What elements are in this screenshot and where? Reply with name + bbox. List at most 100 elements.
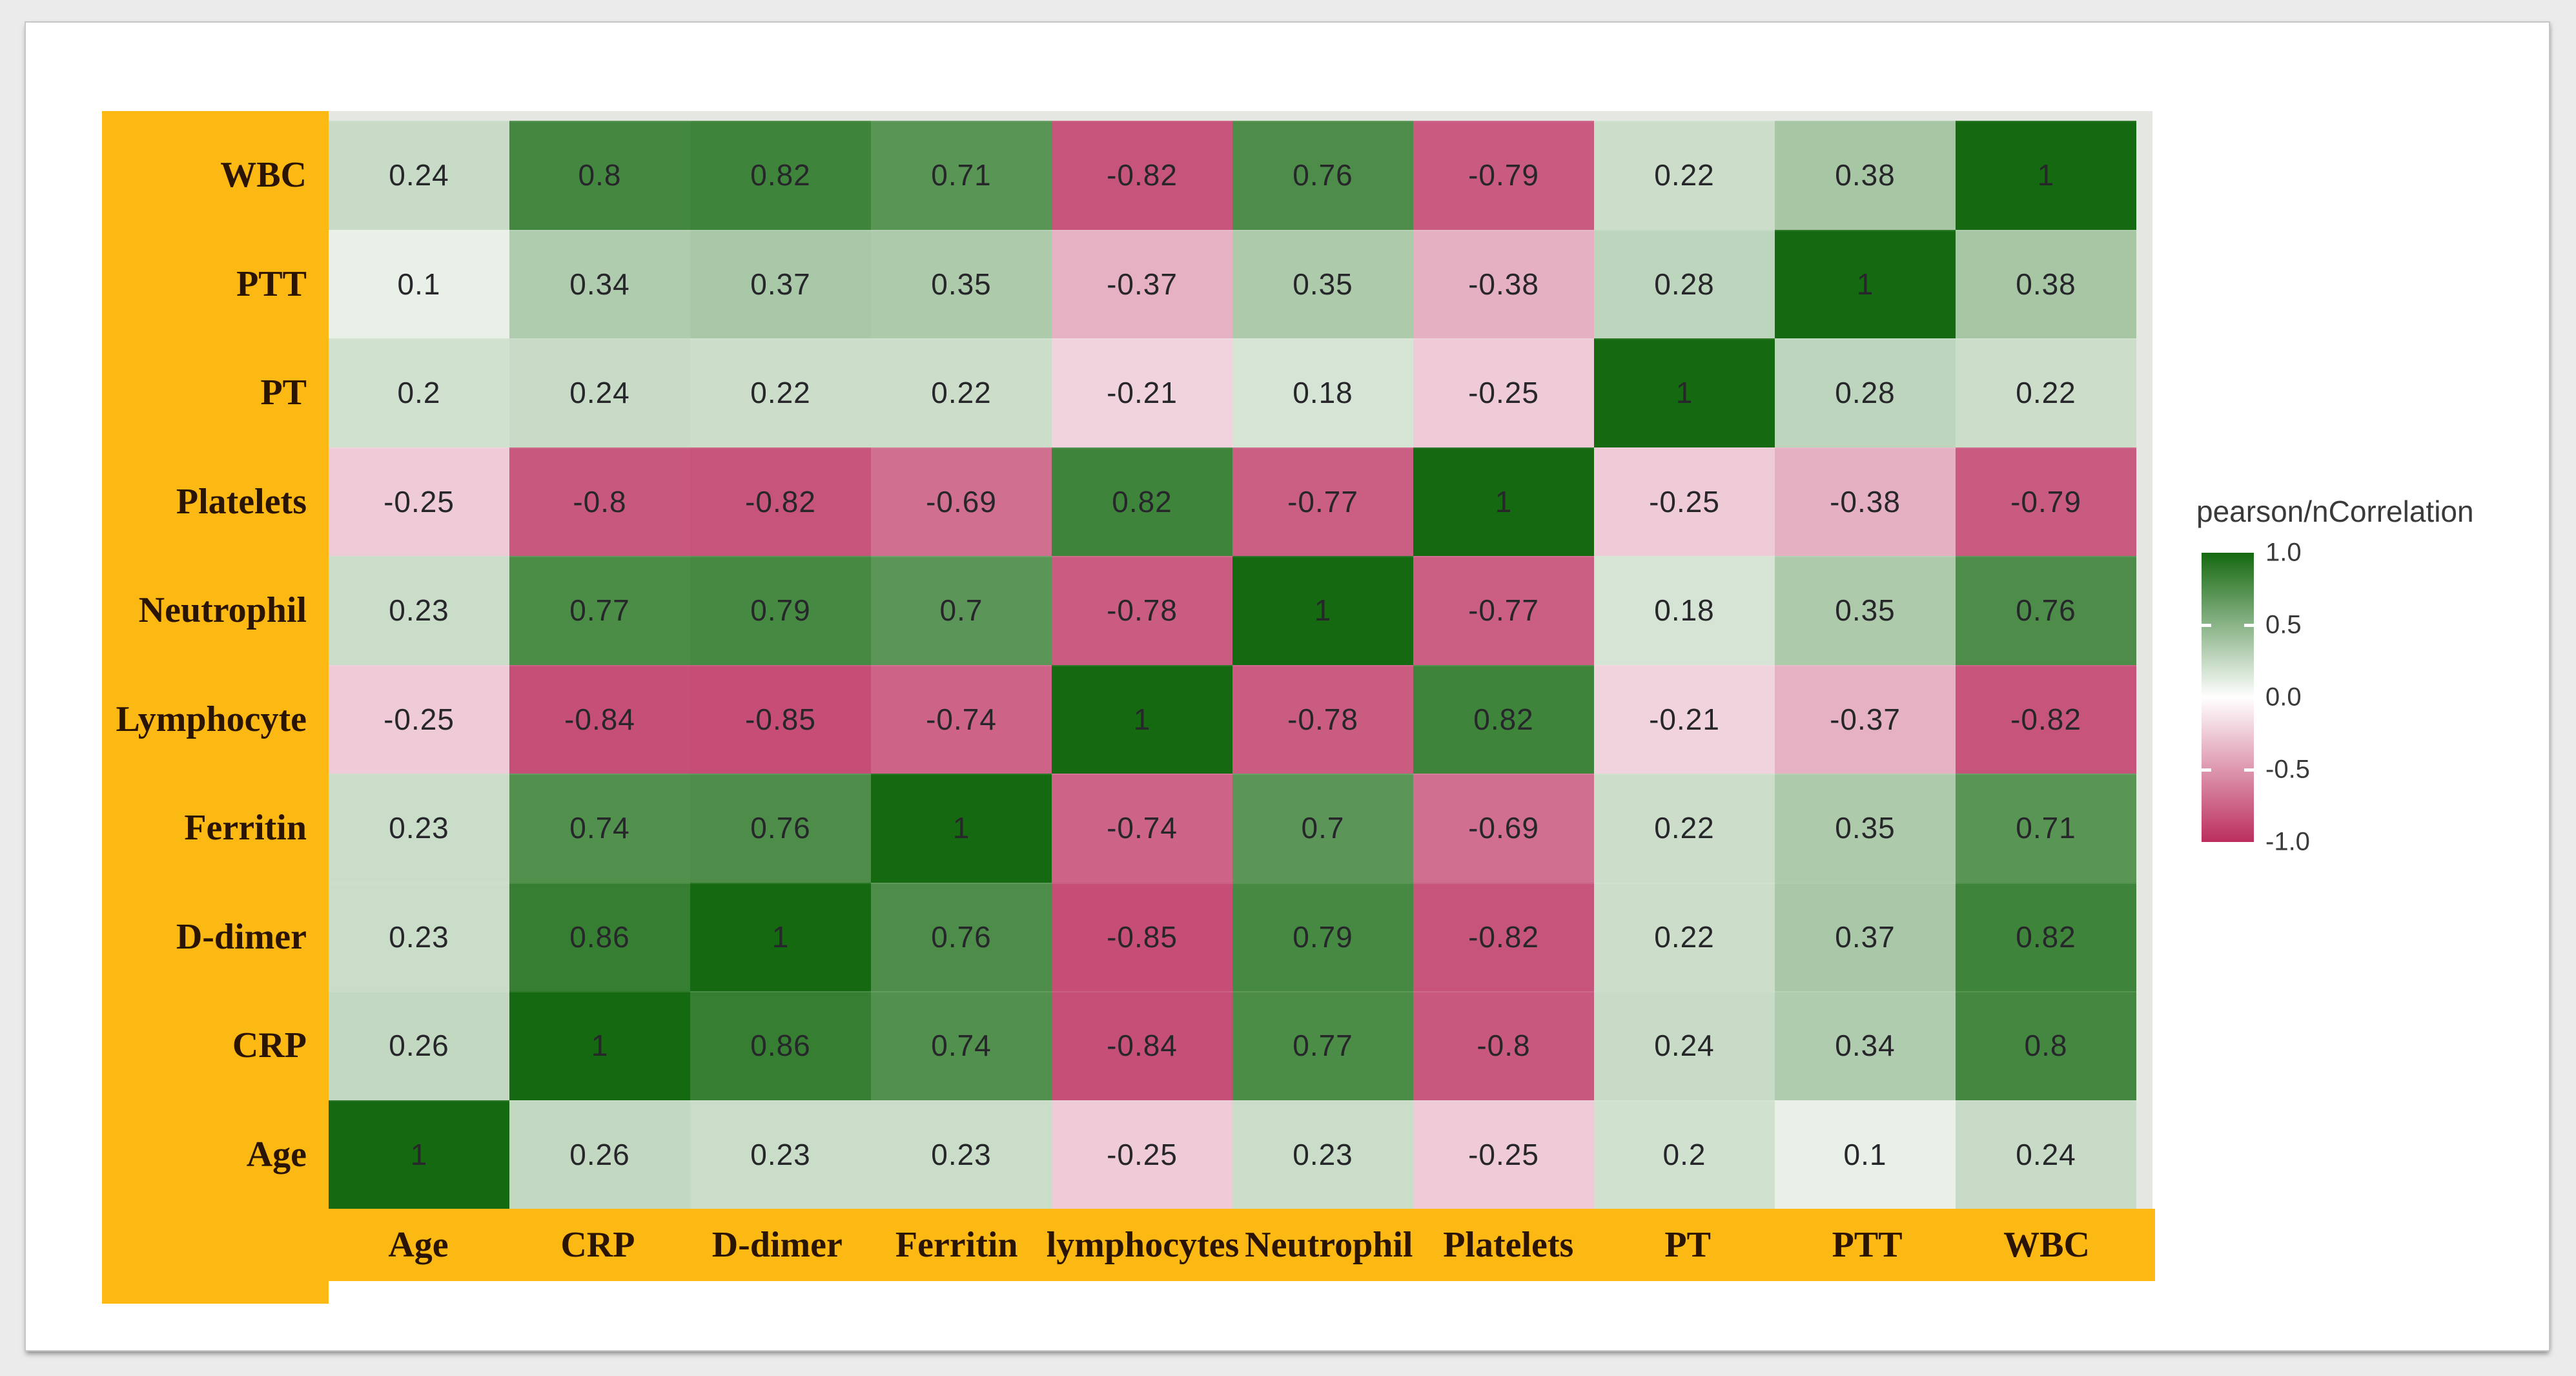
- col-label: PT: [1664, 1225, 1711, 1265]
- heatmap-cell: 0.26: [329, 991, 509, 1100]
- heatmap-cell: 0.1: [1775, 1100, 1956, 1209]
- heatmap-cell: 0.1: [329, 229, 509, 338]
- row-labels: WBC PTT PT Platelets Neutrophil Lymphocyte Fer…: [102, 121, 329, 1209]
- legend-tick-label: -1.0: [2265, 827, 2310, 856]
- legend-tick-label: -0.5: [2265, 755, 2310, 784]
- heatmap-cell: 0.86: [509, 882, 690, 991]
- heatmap-cell: 1: [871, 774, 1052, 883]
- row-label: WBC: [220, 155, 307, 196]
- heatmap-cell: 0.7: [871, 556, 1052, 665]
- heatmap-cell: 0.28: [1775, 338, 1956, 447]
- heatmap-cell: 0.24: [329, 121, 509, 230]
- heatmap-cell: -0.69: [1413, 774, 1594, 883]
- heatmap-cell: 0.82: [1413, 664, 1594, 774]
- heatmap-cell: 0.34: [1775, 991, 1956, 1100]
- heatmap-cell: 0.8: [1956, 991, 2136, 1100]
- heatmap-cell: -0.8: [509, 447, 690, 556]
- legend-tick-label: 1.0: [2265, 538, 2302, 567]
- row-label: Neutrophil: [138, 590, 307, 631]
- heatmap-cell: 0.22: [1956, 338, 2136, 447]
- heatmap-cell: 0.7: [1232, 774, 1413, 883]
- panel-top-band: [329, 111, 2152, 121]
- heatmap-cell: 0.82: [1956, 882, 2136, 991]
- row-label: D-dimer: [176, 916, 307, 957]
- heatmap-cell: -0.37: [1052, 229, 1232, 338]
- heatmap-cell: -0.82: [1052, 121, 1232, 230]
- heatmap-cell: -0.38: [1413, 229, 1594, 338]
- heatmap-cell: 0.76: [1232, 121, 1413, 230]
- y-axis-band: WBC PTT PT Platelets Neutrophil Lymphocyte Fer…: [102, 111, 329, 1304]
- heatmap-cell: 0.77: [509, 556, 690, 665]
- heatmap-cell: 0.34: [509, 229, 690, 338]
- heatmap-cell: -0.77: [1232, 447, 1413, 556]
- col-label: Age: [388, 1225, 449, 1265]
- heatmap-cell: 0.24: [1594, 991, 1775, 1100]
- color-legend: pearson/nCorrelation 1.0 0.5 0.0 -0.5 -1.0: [2196, 494, 2545, 920]
- x-axis-band: Age CRP D-dimer Ferritin lymphocytes Neutroph…: [102, 1209, 2155, 1281]
- heatmap-cell: -0.25: [1052, 1100, 1232, 1209]
- heatmap-cell: 0.23: [690, 1100, 871, 1209]
- heatmap-cell: 0.79: [1232, 882, 1413, 991]
- heatmap-cell: 0.22: [1594, 774, 1775, 883]
- heatmap-cell: 0.24: [509, 338, 690, 447]
- heatmap-cell: 0.22: [1594, 882, 1775, 991]
- legend-tick-mark: [2244, 768, 2254, 772]
- heatmap-cell: 0.86: [690, 991, 871, 1100]
- heatmap-cell: 0.22: [871, 338, 1052, 447]
- heatmap-cell: -0.85: [1052, 882, 1232, 991]
- heatmap-cell: 0.37: [1775, 882, 1956, 991]
- heatmap-cell: -0.74: [871, 664, 1052, 774]
- heatmap-cell: -0.21: [1052, 338, 1232, 447]
- row-label: Platelets: [176, 481, 307, 522]
- heatmap-cell: -0.25: [329, 664, 509, 774]
- heatmap-cell: 0.74: [509, 774, 690, 883]
- heatmap-cell: -0.25: [1413, 1100, 1594, 1209]
- heatmap-cell: 0.23: [329, 556, 509, 665]
- heatmap-cell: -0.84: [509, 664, 690, 774]
- col-label: Ferritin: [895, 1225, 1018, 1265]
- row-label: PT: [260, 373, 307, 413]
- heatmap-cell: -0.25: [1594, 447, 1775, 556]
- heatmap-cell: 1: [1956, 121, 2136, 230]
- heatmap-cell: 0.23: [329, 774, 509, 883]
- heatmap-cell: -0.25: [329, 447, 509, 556]
- heatmap-cell: -0.69: [871, 447, 1052, 556]
- col-label: Neutrophil: [1245, 1225, 1413, 1265]
- heatmap-cell: 0.37: [690, 229, 871, 338]
- heatmap-cell: 1: [329, 1100, 509, 1209]
- heatmap-cell: -0.21: [1594, 664, 1775, 774]
- heatmap-cell: 0.2: [329, 338, 509, 447]
- heatmap-cell: -0.77: [1413, 556, 1594, 665]
- heatmap-cell: 1: [690, 882, 871, 991]
- heatmap-cell: 1: [1232, 556, 1413, 665]
- legend-tick-label: 0.5: [2265, 610, 2302, 639]
- col-label: lymphocytes: [1046, 1225, 1240, 1265]
- heatmap-cell: 0.35: [1232, 229, 1413, 338]
- heatmap-cell: 0.23: [1232, 1100, 1413, 1209]
- heatmap-cell: 0.28: [1594, 229, 1775, 338]
- heatmap-cell: 0.74: [871, 991, 1052, 1100]
- heatmap-cell: 0.8: [509, 121, 690, 230]
- heatmap-cell: 0.76: [871, 882, 1052, 991]
- heatmap-cell: 0.24: [1956, 1100, 2136, 1209]
- legend-gradient-bar: [2202, 553, 2254, 842]
- row-label: CRP: [232, 1025, 307, 1066]
- legend-title: pearson/nCorrelation: [2196, 495, 2474, 528]
- heatmap-cell: 0.71: [1956, 774, 2136, 883]
- heatmap-cell: 0.18: [1594, 556, 1775, 665]
- heatmap-cell: 0.82: [690, 121, 871, 230]
- col-label: Platelets: [1443, 1225, 1574, 1265]
- heatmap-cell: -0.25: [1413, 338, 1594, 447]
- heatmap-cell: 1: [509, 991, 690, 1100]
- heatmap-cell: 0.22: [690, 338, 871, 447]
- legend-tick-mark: [2244, 624, 2254, 627]
- heatmap-cell: 0.35: [1775, 556, 1956, 665]
- col-label: D-dimer: [711, 1225, 843, 1265]
- heatmap-cell: -0.38: [1775, 447, 1956, 556]
- document-page: WBC PTT PT Platelets Neutrophil Lymphocyte Fer…: [25, 21, 2550, 1351]
- heatmap-cell: 1: [1775, 229, 1956, 338]
- heatmap-cell: 0.35: [871, 229, 1052, 338]
- col-label: PTT: [1832, 1225, 1903, 1265]
- heatmap-cell: 0.26: [509, 1100, 690, 1209]
